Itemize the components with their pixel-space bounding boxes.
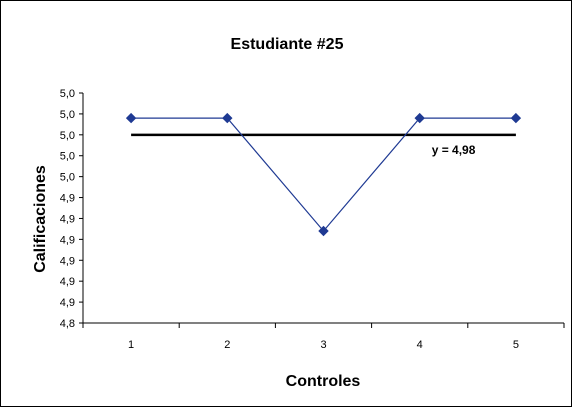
y-tick-label: 5,0 [60, 130, 75, 142]
y-tick-label: 5,0 [60, 109, 75, 121]
x-tick-label: 3 [320, 339, 326, 351]
y-tick-label: 5,0 [60, 172, 75, 184]
chart-title: Estudiante #25 [231, 36, 344, 53]
plot-area: 4,8 4,9 4,9 4,9 4,9 4,9 4,9 5,0 5,0 5,0 5,0 5,0 1 2 3 4… [60, 88, 565, 351]
x-tick-label: 5 [513, 339, 519, 351]
y-tick-label: 4,8 [60, 318, 75, 330]
y-tick-label: 4,9 [60, 193, 75, 205]
x-tick-label: 1 [128, 339, 134, 351]
y-tick-label: 5,0 [60, 151, 75, 163]
y-tick-label: 4,9 [60, 276, 75, 288]
data-point-marker [318, 225, 329, 237]
data-point-marker [510, 112, 522, 124]
data-point-marker [125, 112, 137, 124]
y-tick-label: 4,9 [60, 213, 75, 225]
y-tick-label: 5,0 [60, 88, 75, 100]
data-point-marker [414, 112, 425, 124]
x-tick-label: 4 [417, 339, 423, 351]
mean-reference-label: y = 4,98 [432, 143, 476, 157]
x-axis-title: Controles [286, 373, 361, 390]
y-tick-label: 4,9 [60, 255, 75, 267]
y-axis-title: Calificaciones [32, 165, 49, 273]
y-tick-label: 4,9 [60, 297, 75, 309]
data-point-marker [222, 112, 233, 124]
y-tick-label: 4,9 [60, 234, 75, 246]
x-tick-label: 2 [224, 339, 230, 351]
